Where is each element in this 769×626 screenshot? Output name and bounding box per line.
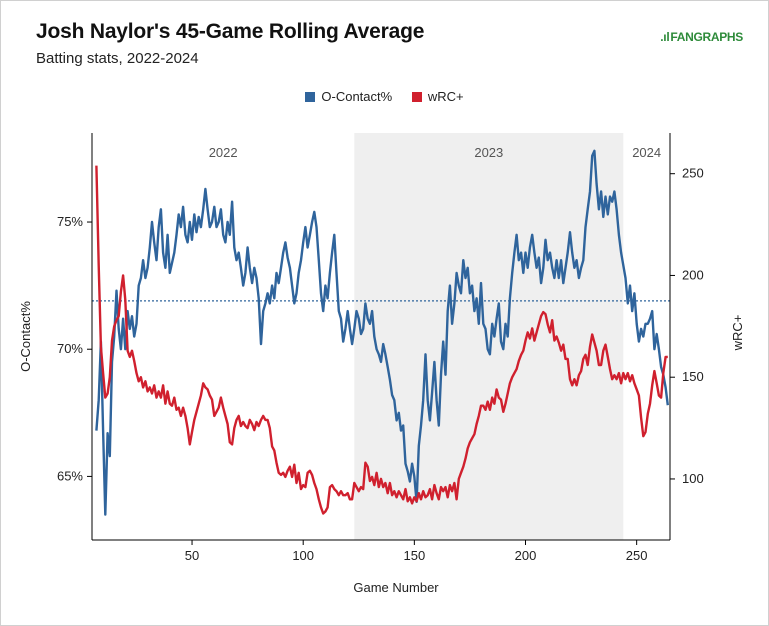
legend-label-ocontact: O-Contact%	[321, 89, 393, 104]
season-label-2024: 2024	[632, 145, 661, 160]
x-tick-label-250: 250	[626, 548, 648, 563]
x-tick-label-150: 150	[403, 548, 425, 563]
y-left-tick-label-65: 65%	[57, 468, 83, 483]
x-tick-label-100: 100	[292, 548, 314, 563]
y-axis-left-title: O-Contact%	[18, 301, 33, 372]
fangraphs-logo: .ılFANGRAPHS	[660, 30, 743, 44]
series-line-ocontact	[95, 149, 669, 516]
y-left-tick-label-70: 70%	[57, 341, 83, 356]
series-line-wrc	[95, 165, 668, 515]
y-axis-right-title: wRC+	[730, 315, 745, 352]
y-right-tick-label-150: 150	[682, 369, 704, 384]
y-right-tick-label-200: 200	[682, 267, 704, 282]
y-left-tick-label-75: 75%	[57, 214, 83, 229]
chart-subtitle: Batting stats, 2022-2024	[36, 50, 199, 67]
y-right-tick-label-100: 100	[682, 471, 704, 486]
x-tick-label-50: 50	[185, 548, 199, 563]
logo-mark: .ıl	[660, 30, 670, 44]
x-axis-title: Game Number	[353, 580, 439, 595]
legend-label-wrc: wRC+	[427, 89, 464, 104]
legend-swatch-ocontact	[305, 91, 316, 102]
season-label-2022: 2022	[209, 145, 238, 160]
logo-text: FANGRAPHS	[670, 30, 743, 44]
legend-swatch-wrc	[411, 91, 422, 102]
chart-legend: O-Contact% wRC+	[0, 89, 769, 105]
legend-item-wrc[interactable]: wRC+	[411, 89, 464, 104]
y-right-tick-label-250: 250	[682, 166, 704, 181]
legend-item-ocontact[interactable]: O-Contact%	[305, 89, 392, 104]
x-tick-label-200: 200	[515, 548, 537, 563]
chart-title: Josh Naylor's 45-Game Rolling Average	[36, 20, 425, 43]
season-band-2023	[354, 133, 624, 540]
season-label-2023: 2023	[474, 145, 503, 160]
